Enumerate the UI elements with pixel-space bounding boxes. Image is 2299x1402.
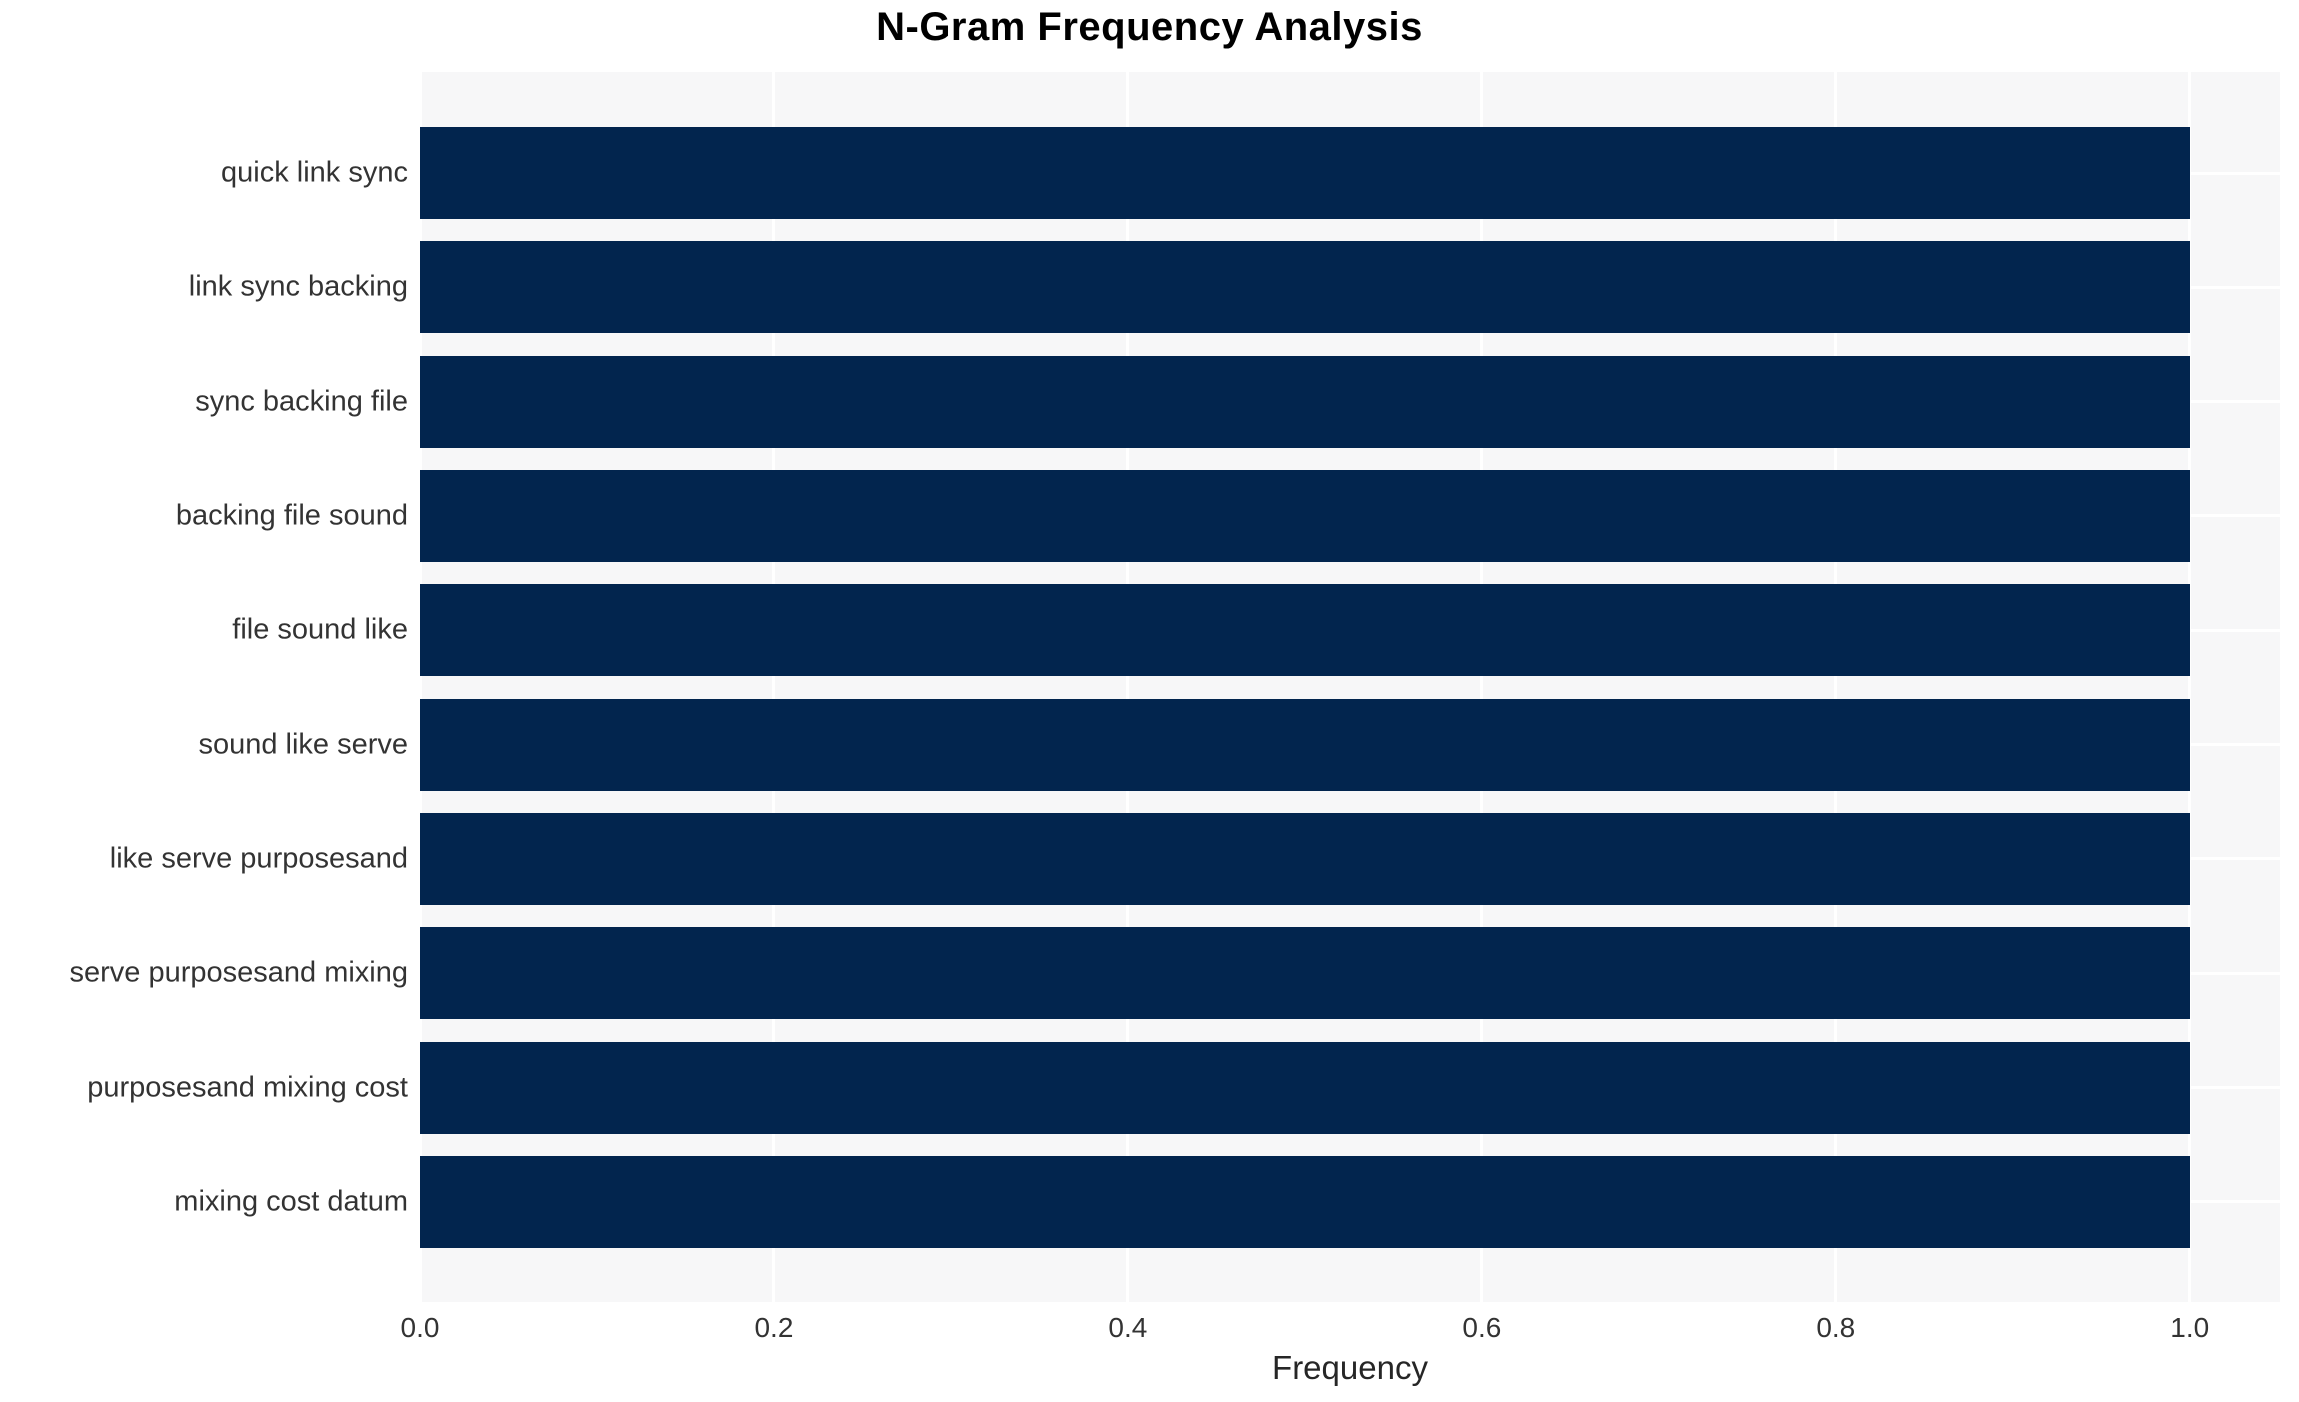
y-tick-label: like serve purposesand (109, 842, 408, 875)
x-tick-label: 0.6 (1462, 1312, 1502, 1343)
plot-area (418, 72, 2280, 1302)
v-gridline (1834, 72, 1838, 1302)
v-gridline (418, 72, 422, 1302)
x-tick-label: 0.0 (400, 1312, 440, 1343)
y-tick-label: sound like serve (198, 728, 408, 761)
y-tick-label: serve purposesand mixing (69, 956, 408, 989)
chart-title: N-Gram Frequency Analysis (876, 5, 1423, 49)
bar (420, 355, 2190, 448)
bar (420, 1041, 2190, 1134)
bar (420, 927, 2190, 1020)
y-tick-label: file sound like (232, 613, 408, 646)
v-gridline (1126, 72, 1130, 1302)
y-tick-label: purposesand mixing cost (87, 1071, 408, 1104)
bar (420, 812, 2190, 905)
x-tick-label: 0.8 (1816, 1312, 1856, 1343)
x-axis-title: Frequency (1272, 1349, 1428, 1386)
v-gridline (1480, 72, 1484, 1302)
y-tick-label: mixing cost datum (174, 1185, 408, 1218)
bar (420, 127, 2190, 219)
y-tick-label: link sync backing (188, 270, 408, 303)
x-tick-label: 0.2 (754, 1312, 794, 1343)
y-tick-label: quick link sync (221, 156, 408, 189)
bar (420, 469, 2190, 562)
x-tick-label: 0.4 (1108, 1312, 1148, 1343)
v-gridline (772, 72, 776, 1302)
bar (420, 1155, 2190, 1248)
x-tick-label: 1.0 (2170, 1312, 2210, 1343)
v-gridline (2188, 72, 2192, 1302)
bar (420, 241, 2190, 334)
bar (420, 698, 2190, 791)
y-tick-label: sync backing file (195, 385, 408, 418)
bar (420, 584, 2190, 677)
y-tick-label: backing file sound (175, 499, 408, 532)
